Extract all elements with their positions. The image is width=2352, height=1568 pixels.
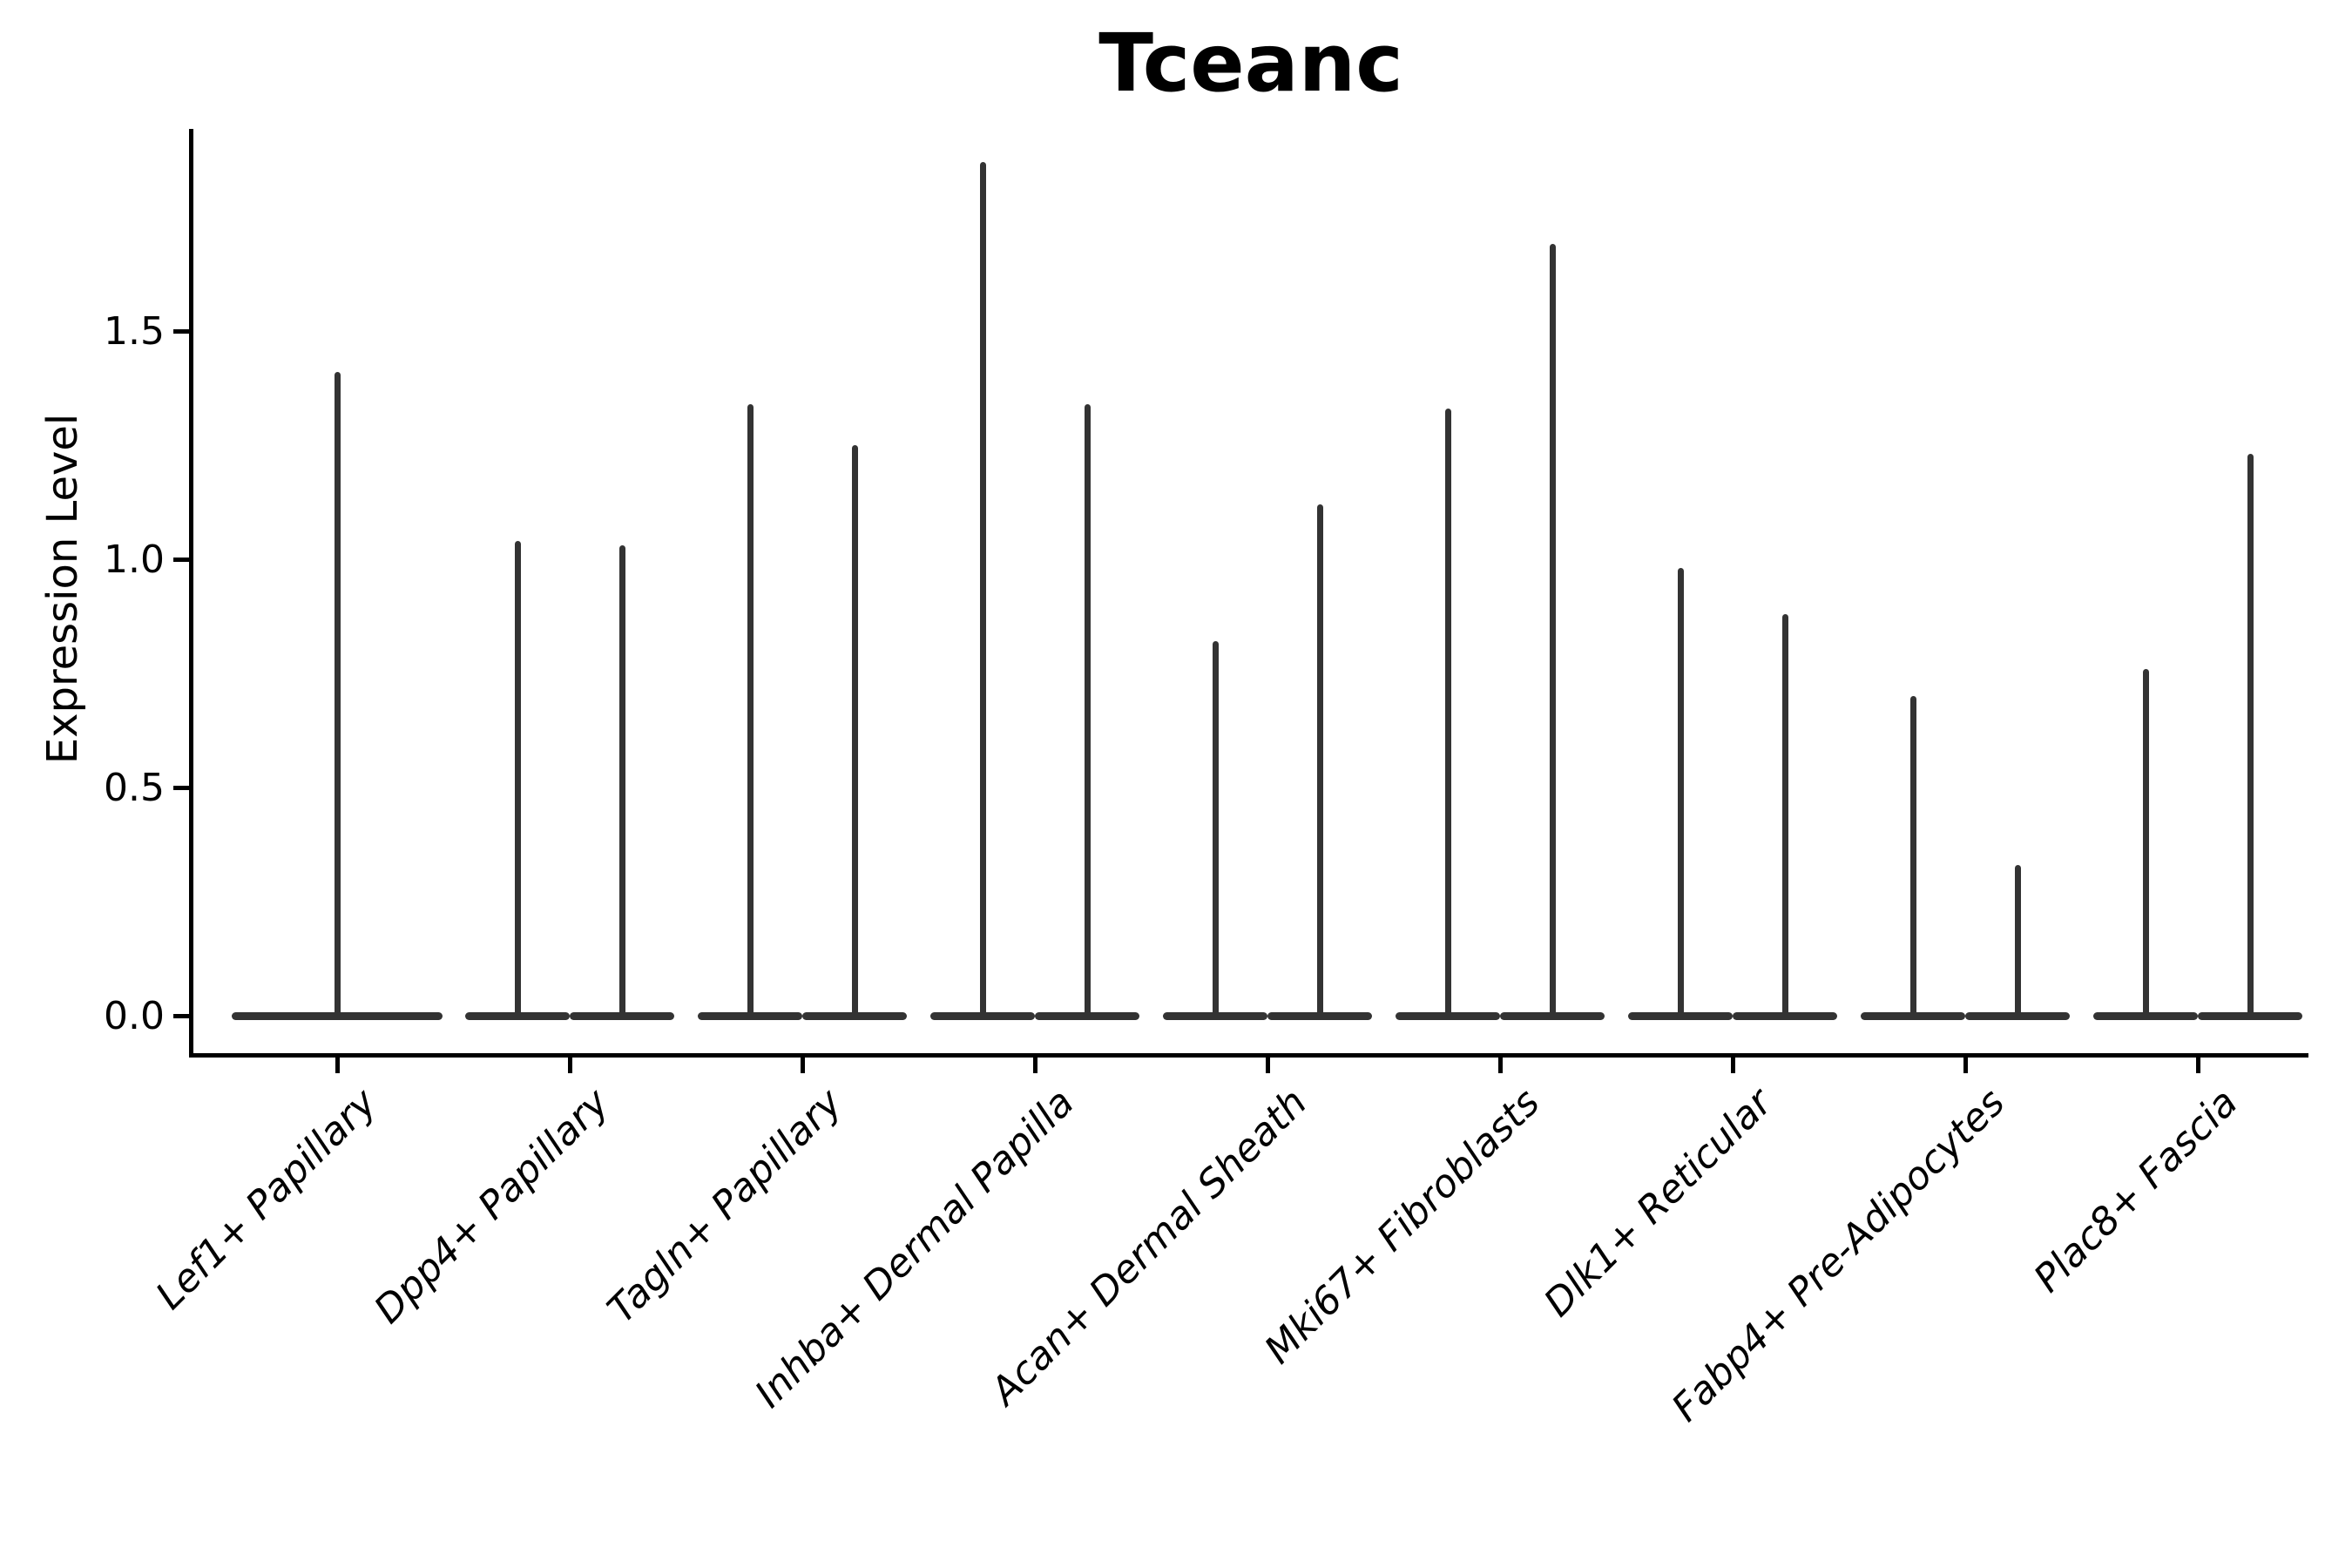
violin-base <box>930 1012 1035 1020</box>
chart-title: Tceanc <box>1098 17 1403 110</box>
violin-spike <box>2143 669 2149 1016</box>
y-tick-label: 1.0 <box>104 537 165 582</box>
violin-spike <box>1782 614 1788 1016</box>
violin-spike <box>1550 244 1556 1016</box>
y-tick-label: 1.5 <box>104 309 165 354</box>
violin-base <box>1396 1012 1500 1020</box>
violin-base <box>465 1012 570 1020</box>
x-tick-label: Dlk1+ Reticular <box>1535 1080 1781 1326</box>
violin-spike <box>515 541 521 1016</box>
x-tick-label: Tagln+ Papillary <box>598 1080 851 1332</box>
y-axis-spine <box>189 129 193 1058</box>
x-tick-mark <box>335 1058 340 1073</box>
y-tick-mark <box>173 558 189 562</box>
violin-base <box>1267 1012 1372 1020</box>
violin-spike <box>1445 409 1451 1016</box>
y-axis-label: Expression Level <box>38 413 87 765</box>
violin-spike <box>1085 404 1091 1016</box>
violin-spike <box>980 162 986 1016</box>
violin-spike <box>1213 641 1219 1016</box>
violin-spike <box>1678 568 1684 1016</box>
violin-base <box>698 1012 802 1020</box>
x-tick-mark <box>568 1058 572 1073</box>
x-axis-spine <box>189 1053 2308 1058</box>
x-tick-mark <box>1498 1058 1503 1073</box>
violin-spike <box>2247 454 2254 1016</box>
violin-base <box>1861 1012 1965 1020</box>
violin-base <box>802 1012 907 1020</box>
violin-spike <box>619 545 625 1016</box>
violin-base <box>1500 1012 1605 1020</box>
y-tick-mark <box>173 329 189 334</box>
x-tick-mark <box>2196 1058 2200 1073</box>
violin-base <box>2093 1012 2198 1020</box>
violin-base <box>1163 1012 1267 1020</box>
y-tick-label: 0.5 <box>104 766 165 810</box>
x-tick-mark <box>1731 1058 1735 1073</box>
y-tick-mark <box>173 786 189 790</box>
violin-base <box>1733 1012 1837 1020</box>
violin-spike <box>1910 696 1916 1016</box>
x-tick-mark <box>1266 1058 1270 1073</box>
violin-base <box>232 1012 443 1020</box>
violin-spike <box>335 372 341 1016</box>
y-tick-label: 0.0 <box>104 994 165 1038</box>
violin-base <box>1628 1012 1733 1020</box>
x-tick-mark <box>1963 1058 1968 1073</box>
violin-base <box>1035 1012 1139 1020</box>
violin-base <box>570 1012 674 1020</box>
violin-base <box>2198 1012 2302 1020</box>
x-tick-label: Dpp4+ Papillary <box>366 1080 618 1333</box>
violin-spike <box>1317 504 1323 1016</box>
violin-base <box>1965 1012 2070 1020</box>
x-tick-label: Lef1+ Papillary <box>147 1080 386 1319</box>
violin-spike <box>747 404 754 1016</box>
violin-spike <box>852 445 858 1016</box>
y-tick-mark <box>173 1014 189 1018</box>
x-tick-label: Mki67+ Fibroblasts <box>1255 1080 1549 1373</box>
x-tick-mark <box>801 1058 805 1073</box>
x-tick-label: Plac8+ Fascia <box>2024 1080 2247 1301</box>
violin-spike <box>2015 865 2021 1016</box>
x-tick-mark <box>1033 1058 1037 1073</box>
